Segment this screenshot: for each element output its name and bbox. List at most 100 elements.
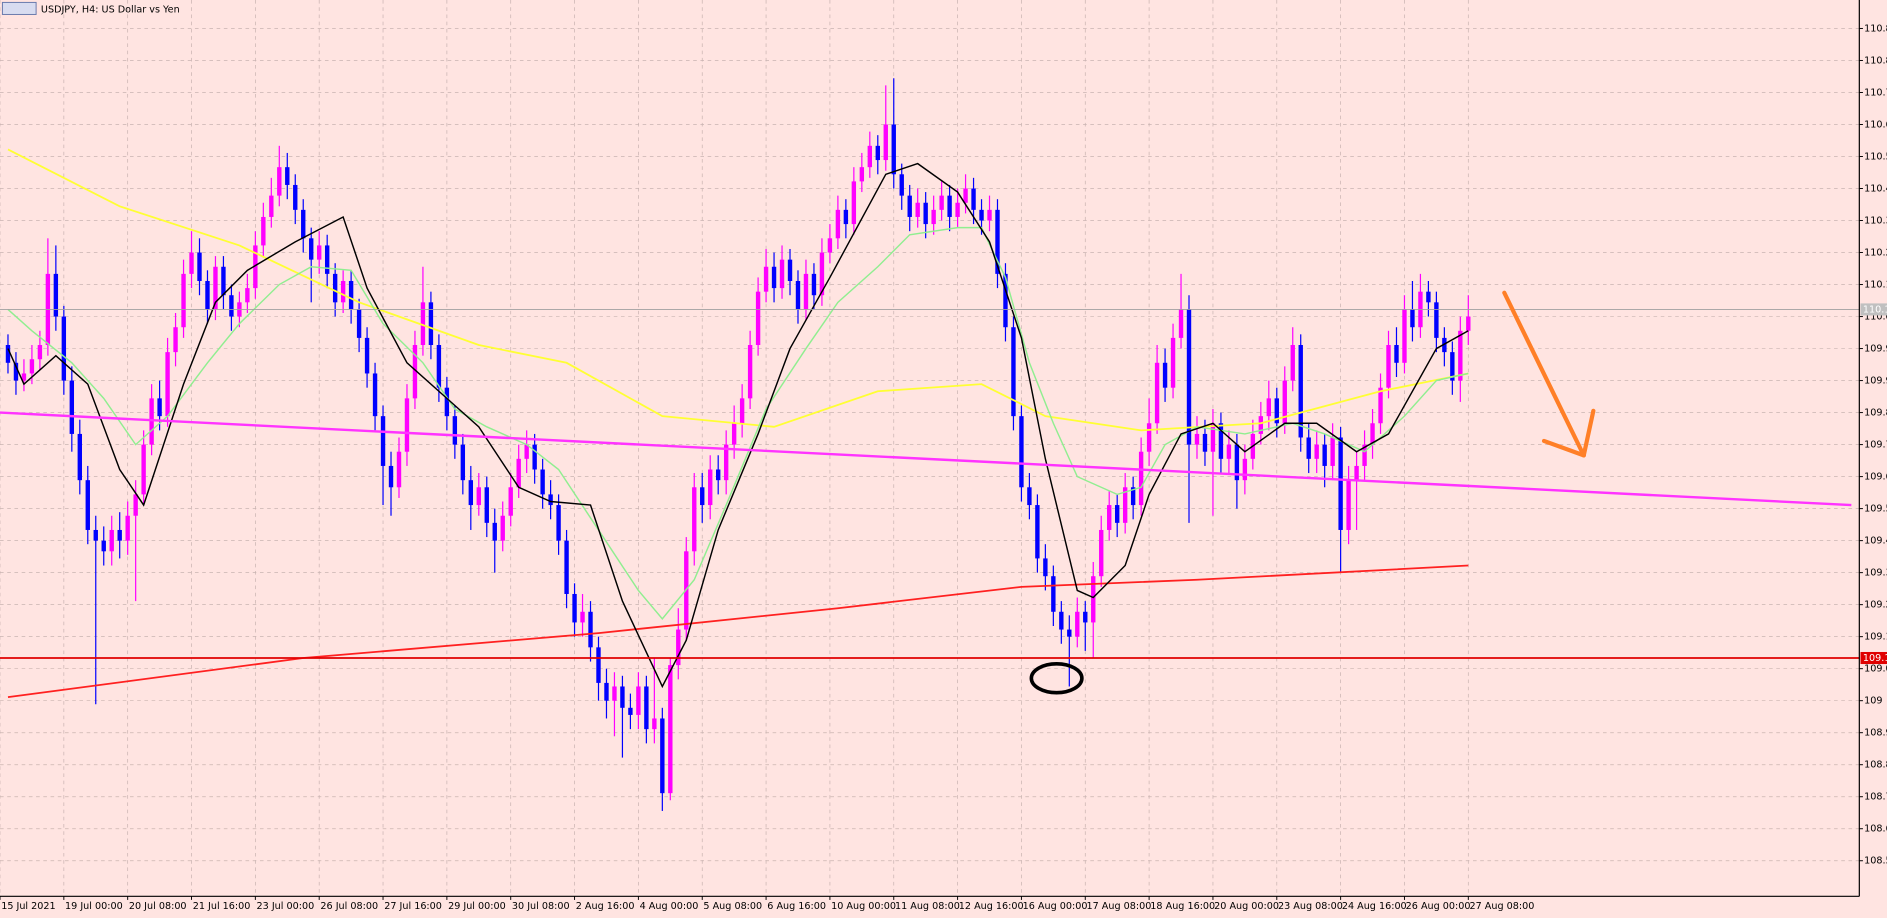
- y-tick-label: 109.27: [1864, 600, 1887, 611]
- candle-body: [1450, 352, 1455, 381]
- candle-body: [1402, 309, 1407, 363]
- candle-body: [1059, 611, 1064, 630]
- candle-body: [340, 280, 346, 303]
- candle-body: [213, 266, 218, 310]
- candle-body: [61, 316, 67, 381]
- x-tick-label: 12 Aug 16:00: [959, 901, 1024, 912]
- candle-body: [205, 280, 210, 310]
- y-tick-label: 110.17: [1864, 280, 1887, 291]
- candle-body: [1107, 505, 1112, 530]
- candle-body: [628, 707, 633, 715]
- y-tick-label: 108.55: [1864, 856, 1887, 867]
- candle-body: [723, 444, 729, 481]
- candle-body: [612, 686, 617, 701]
- candle-body: [29, 359, 35, 374]
- annotation-ellipse: [1029, 661, 1084, 695]
- candle-body: [1130, 487, 1136, 506]
- y-tick-label: 110.08: [1864, 312, 1887, 323]
- y-tick-label: 110.44: [1864, 184, 1887, 195]
- y-tick-label: 110.62: [1864, 119, 1887, 130]
- candle-body: [1035, 505, 1040, 559]
- y-tick-label: 109.9: [1864, 376, 1887, 387]
- candle-body: [915, 202, 920, 217]
- candle-body: [293, 184, 298, 210]
- candle-body: [1138, 451, 1144, 506]
- candle-body: [819, 252, 825, 296]
- candle-body: [604, 682, 609, 701]
- candle-body: [715, 469, 721, 481]
- candle-body: [1274, 398, 1279, 424]
- y-tick-label: 109.54: [1864, 504, 1887, 515]
- x-tick-label: 11 Aug 08:00: [895, 901, 960, 912]
- candle-body: [332, 273, 338, 303]
- y-tick-label: 109.99: [1864, 344, 1887, 355]
- candle-body: [372, 373, 378, 417]
- plot: [0, 78, 1860, 811]
- candle-body: [53, 273, 59, 317]
- candle-body: [436, 345, 442, 388]
- candle-body: [1194, 433, 1200, 445]
- candle-body: [1067, 629, 1072, 637]
- candle-body: [835, 209, 841, 239]
- candle-body: [1386, 345, 1391, 388]
- candle-body: [588, 611, 593, 648]
- candle-body: [859, 167, 865, 182]
- y-tick-label: 110.35: [1864, 216, 1887, 227]
- y-tick-label: 109.18: [1864, 632, 1887, 643]
- candle-body: [1218, 423, 1224, 459]
- candle-body: [708, 469, 713, 506]
- candle-body: [979, 209, 984, 221]
- x-tick-label: 23 Jul 00:00: [257, 901, 315, 912]
- candle-body: [987, 209, 992, 221]
- candle-body: [739, 398, 745, 424]
- candle-body: [1170, 337, 1176, 388]
- x-tick-label: 17 Aug 08:00: [1086, 901, 1151, 912]
- x-tick-label: 6 Aug 16:00: [767, 901, 826, 912]
- annotation-arrow: [1502, 290, 1596, 458]
- candle-body: [269, 195, 274, 217]
- candle-body: [380, 416, 386, 466]
- y-tick-label: 110.89: [1864, 23, 1887, 34]
- candle-body: [245, 288, 250, 303]
- y-tick-label: 108.73: [1864, 792, 1887, 803]
- candle-body: [476, 487, 481, 506]
- candle-body: [1370, 423, 1375, 445]
- candle-body: [867, 145, 873, 168]
- y-tick-label: 108.91: [1864, 728, 1887, 739]
- candle-body: [261, 216, 266, 246]
- candle-body: [324, 245, 330, 274]
- symbol-icon: [1, 1, 37, 15]
- x-tick-label: 26 Jul 08:00: [320, 901, 378, 912]
- candle-body: [1314, 444, 1319, 459]
- candle-body: [795, 280, 801, 310]
- candle-body: [540, 469, 545, 495]
- candle-body: [77, 433, 82, 481]
- candle-body: [428, 302, 434, 346]
- candle-body: [348, 280, 354, 310]
- candle-body: [37, 345, 43, 360]
- x-tick-label: 24 Aug 16:00: [1342, 901, 1407, 912]
- candle-body: [731, 423, 737, 445]
- x-tick-label: 18 Aug 16:00: [1150, 901, 1215, 912]
- candle-body: [931, 209, 936, 225]
- candle-body: [1075, 611, 1080, 637]
- candle-body: [197, 252, 202, 281]
- candle-body: [1122, 487, 1128, 523]
- candle-body: [109, 529, 114, 552]
- candle-body: [1011, 327, 1016, 417]
- y-tick-label: 109.72: [1864, 440, 1887, 451]
- candle-body: [947, 195, 952, 217]
- candle-body: [141, 444, 146, 495]
- candle-body: [253, 245, 258, 289]
- x-tick-label: 16 Aug 00:00: [1023, 901, 1088, 912]
- candle-body: [101, 540, 106, 552]
- candle-body: [1338, 437, 1343, 530]
- candle-body: [388, 465, 394, 488]
- candle-body: [1091, 576, 1096, 623]
- candle-body: [644, 686, 649, 730]
- candle-body: [596, 647, 601, 683]
- candle-body: [309, 238, 314, 260]
- price-label-box: [1860, 303, 1887, 316]
- y-tick-label: 109.36: [1864, 568, 1887, 579]
- x-tick-label: 20 Aug 00:00: [1214, 901, 1279, 912]
